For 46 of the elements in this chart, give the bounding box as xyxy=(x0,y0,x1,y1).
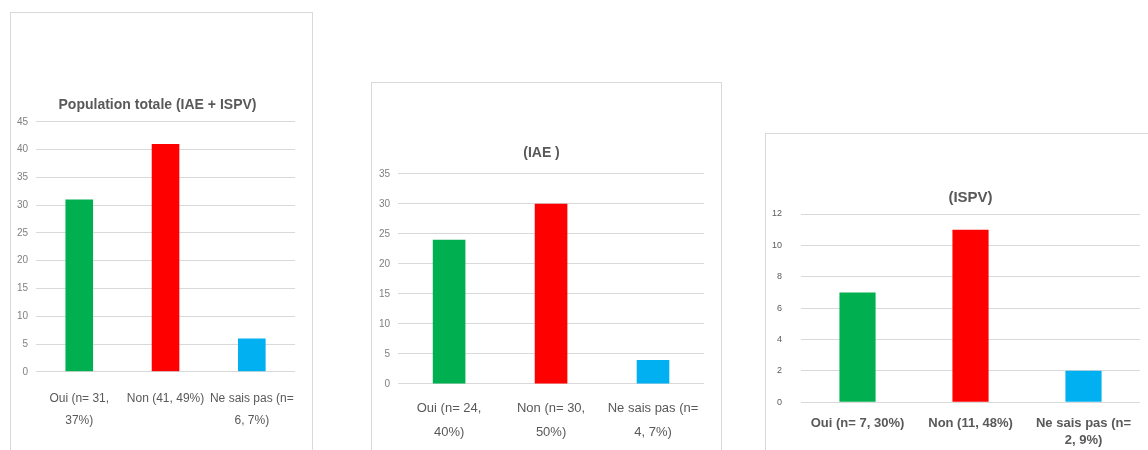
y-tick-label: 30 xyxy=(379,197,391,209)
y-tick-label: 8 xyxy=(777,271,783,282)
y-tick-label: 0 xyxy=(384,377,391,389)
y-tick-label: 25 xyxy=(17,226,29,238)
x-tick-label: Non (11, 48%) xyxy=(928,415,1013,431)
y-tick-label: 35 xyxy=(17,171,29,183)
y-tick-label: 30 xyxy=(17,198,29,210)
y-tick-label: 15 xyxy=(379,287,391,299)
bar xyxy=(839,292,876,402)
y-tick-label: 10 xyxy=(772,239,783,250)
bar xyxy=(952,229,989,402)
x-tick-label: Ne sais pas (n= 6, 7%) xyxy=(209,390,294,427)
y-tick-label: 25 xyxy=(379,227,391,239)
y-tick-label: 10 xyxy=(17,309,29,321)
chart-title: Population totale (IAE + ISPV) xyxy=(58,96,257,113)
chart-title: (IAE ) xyxy=(523,144,560,161)
bar xyxy=(151,144,180,372)
y-tick-label: 5 xyxy=(384,347,391,359)
bar xyxy=(534,203,568,384)
y-tick-label: 40 xyxy=(17,143,29,155)
y-tick-label: 5 xyxy=(22,337,29,349)
y-tick-label: 15 xyxy=(17,282,29,294)
x-tick-label: Ne sais pas (n= 4, 7%) xyxy=(607,399,699,439)
x-tick-label: Ne sais pas (n= 2, 9%) xyxy=(1035,415,1132,448)
bar xyxy=(65,199,94,372)
y-tick-label: 10 xyxy=(379,317,391,329)
x-tick-label: Oui (n= 24, 40%) xyxy=(416,399,482,439)
bar xyxy=(636,359,670,384)
y-tick-label: 0 xyxy=(777,396,783,407)
y-tick-label: 0 xyxy=(22,365,29,377)
x-tick-label: Oui (n= 31, 37%) xyxy=(49,390,110,427)
y-tick-label: 20 xyxy=(379,257,391,269)
x-tick-label: Non (n= 30, 50%) xyxy=(516,399,586,439)
y-tick-label: 4 xyxy=(777,333,783,344)
x-tick-label: Non (41, 49%) xyxy=(126,390,205,405)
y-tick-label: 45 xyxy=(17,115,29,127)
bar xyxy=(238,338,266,372)
y-tick-label: 20 xyxy=(17,254,29,266)
y-tick-label: 2 xyxy=(777,365,783,376)
bar xyxy=(432,239,466,384)
y-tick-label: 35 xyxy=(379,167,391,179)
y-tick-label: 12 xyxy=(772,208,783,219)
x-tick-label: Oui (n= 7, 30%) xyxy=(810,415,905,431)
y-tick-label: 6 xyxy=(777,302,783,313)
chart-title: (ISPV) xyxy=(948,188,993,206)
bar xyxy=(1065,370,1102,402)
